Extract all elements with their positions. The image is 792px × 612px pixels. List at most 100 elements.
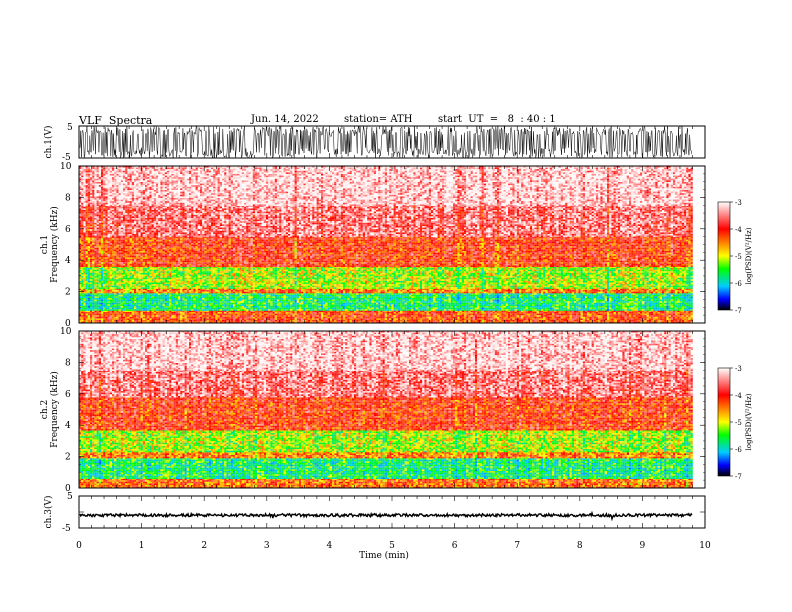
spectrogram-cell: [255, 317, 257, 319]
spectrogram-cell: [638, 312, 640, 314]
spectrogram-cell: [127, 309, 129, 311]
spectrogram-cell: [138, 304, 140, 306]
spectrogram-cell: [433, 318, 435, 320]
spectrogram-cell: [105, 296, 107, 298]
spectrogram-cell: [537, 315, 539, 317]
spectrogram-cell: [297, 317, 299, 319]
spectrogram-cell: [200, 298, 202, 300]
spectrogram-cell: [244, 314, 246, 316]
spectrogram-cell: [167, 314, 169, 316]
spectrogram-cell: [473, 317, 475, 319]
spectrogram-cell: [171, 317, 173, 319]
spectrogram-cell: [290, 317, 292, 319]
spectrogram-cell: [664, 312, 666, 314]
spectrogram-cell: [578, 314, 580, 316]
spectrogram-cell: [262, 320, 264, 322]
spectrogram-cell: [556, 314, 558, 316]
spectrogram-cell: [466, 318, 468, 320]
spectrogram-cell: [105, 317, 107, 319]
spectrogram-cell: [83, 304, 85, 306]
spectrogram-cell: [191, 306, 193, 308]
spectrogram-cell: [83, 306, 85, 308]
spectrogram-cell: [196, 320, 198, 322]
spectrogram-cell: [585, 312, 587, 314]
spectrogram-cell: [488, 318, 490, 320]
spectrogram-cell: [251, 320, 253, 322]
spectrogram-cell: [255, 318, 257, 320]
spectrogram-cell: [416, 318, 418, 320]
spectrogram-cell: [603, 318, 605, 320]
spectrogram-cell: [169, 317, 171, 319]
spectrogram-cell: [264, 317, 266, 319]
spectrogram-cell: [125, 315, 127, 317]
spectrogram-cell: [400, 320, 402, 322]
spectrogram-cell: [103, 296, 105, 298]
spectrogram-cell: [99, 298, 101, 300]
spectrogram-cell: [90, 301, 92, 303]
spectrogram-cell: [576, 320, 578, 322]
spectrogram-cell: [222, 309, 224, 311]
spectrogram-cell: [176, 300, 178, 302]
spectrogram-cell: [405, 320, 407, 322]
spectrogram-cell: [123, 309, 125, 311]
spectrogram-cell: [123, 296, 125, 298]
spectrogram-cell: [119, 298, 121, 300]
spectrogram-cell: [182, 296, 184, 298]
spectrogram-cell: [88, 315, 90, 317]
spectrogram-cell: [662, 314, 664, 316]
spectrogram-cell: [376, 318, 378, 320]
spectrogram-cell: [308, 317, 310, 319]
spectrogram-cell: [218, 315, 220, 317]
spectrogram-cell: [156, 309, 158, 311]
spectrogram-cell: [422, 317, 424, 319]
spectrogram-cell: [204, 303, 206, 305]
spectrogram-cell: [424, 312, 426, 314]
spectrogram-cell: [281, 314, 283, 316]
spectrogram-cell: [611, 317, 613, 319]
spectrogram-cell: [125, 293, 127, 295]
spectrogram-cell: [187, 298, 189, 300]
vlf-figure: VLF Spectra Jun. 14, 2022 station= ATH s…: [0, 0, 792, 612]
spectrogram-cell: [312, 315, 314, 317]
spectrogram-cell: [453, 314, 455, 316]
spectrogram-cell: [119, 293, 121, 295]
spectrogram-cell: [248, 312, 250, 314]
spectrogram-cell: [242, 306, 244, 308]
spectrogram-cell: [686, 318, 688, 320]
spectrogram-cell: [136, 308, 138, 310]
spectrogram-cell: [490, 315, 492, 317]
spectrogram-cell: [116, 304, 118, 306]
spectrogram-cell: [103, 318, 105, 320]
spectrogram-cell: [345, 312, 347, 314]
spectrogram-cell: [431, 312, 433, 314]
spectrogram-cell: [253, 314, 255, 316]
spectrogram-cell: [279, 317, 281, 319]
spectrogram-cell: [607, 312, 609, 314]
spectrogram-cell: [246, 320, 248, 322]
spectrogram-cell: [121, 303, 123, 305]
spectrogram-cell: [457, 314, 459, 316]
spectrogram-cell: [251, 314, 253, 316]
spectrogram-cell: [559, 317, 561, 319]
spectrogram-cell: [405, 312, 407, 314]
spectrogram-cell: [385, 318, 387, 320]
spectrogram-cell: [86, 303, 88, 305]
spectrogram-cell: [515, 317, 517, 319]
spectrogram-cell: [215, 300, 217, 302]
spectrogram-cell: [471, 315, 473, 317]
spectrogram-cell: [138, 308, 140, 310]
spectrogram-cell: [92, 312, 94, 314]
spectrogram-cell: [97, 320, 99, 322]
spectrogram-cell: [163, 317, 165, 319]
spectrogram-cell: [123, 308, 125, 310]
spectrogram-cell: [649, 320, 651, 322]
spectrogram-cell: [380, 317, 382, 319]
spectrogram-cell: [229, 306, 231, 308]
spectrogram-cell: [424, 318, 426, 320]
spectrogram-cell: [618, 315, 620, 317]
spectrogram-cell: [110, 320, 112, 322]
spectrogram-cell: [97, 314, 99, 316]
spectrogram-cell: [141, 306, 143, 308]
spectrogram-cell: [279, 318, 281, 320]
spectrogram-cell: [215, 308, 217, 310]
